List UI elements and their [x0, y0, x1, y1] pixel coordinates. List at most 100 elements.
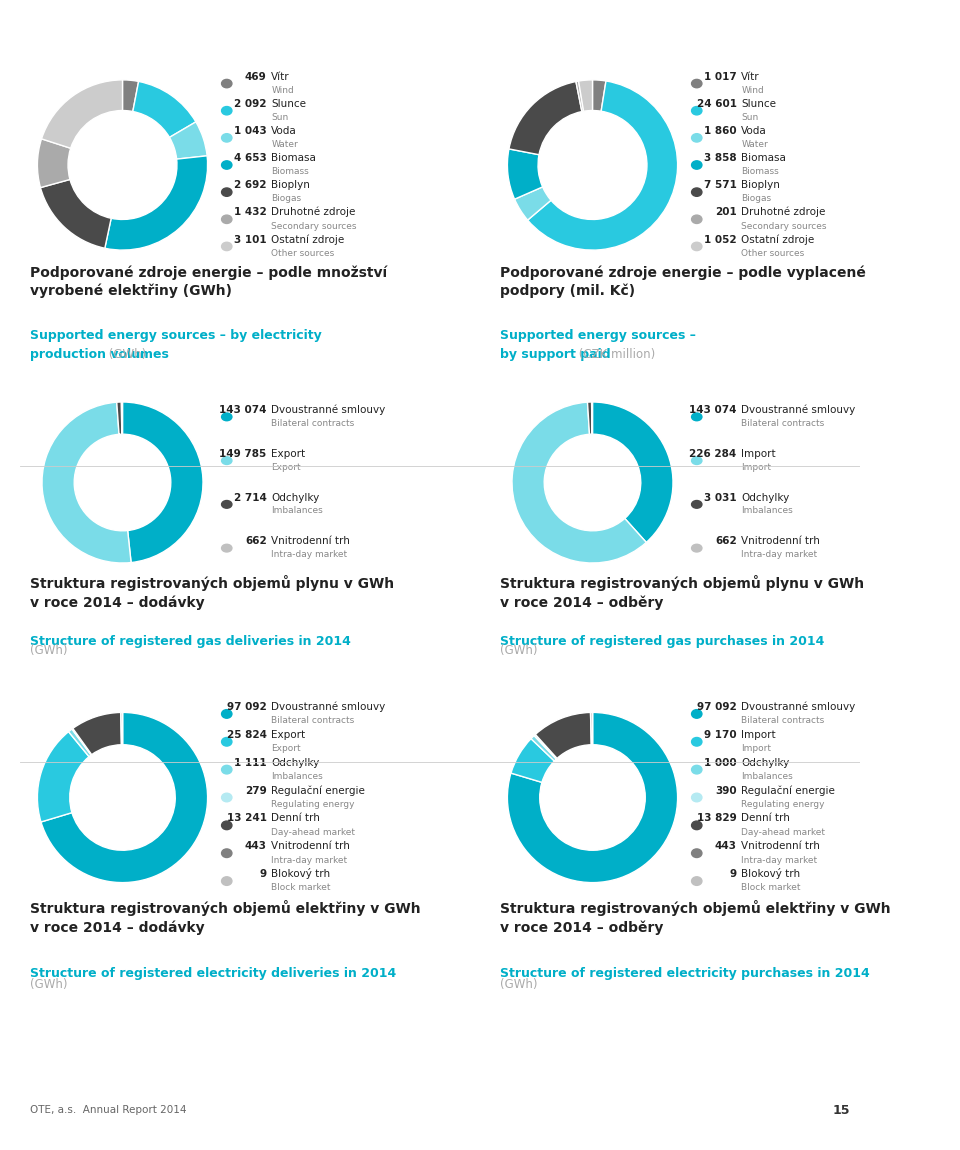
Circle shape — [691, 500, 702, 508]
Wedge shape — [512, 402, 646, 564]
Text: 1 043: 1 043 — [234, 126, 267, 136]
Text: Sun: Sun — [272, 113, 289, 122]
Text: Biomass: Biomass — [272, 167, 309, 176]
Wedge shape — [123, 79, 138, 112]
Text: 9: 9 — [259, 869, 267, 879]
Wedge shape — [170, 122, 207, 159]
Text: 1 000: 1 000 — [704, 758, 736, 768]
Text: 149 785: 149 785 — [220, 448, 267, 459]
Text: Struktura registrovaných objemů elektřiny v GWh
v roce 2014 – dodávky: Struktura registrovaných objemů elektřin… — [30, 900, 420, 935]
Text: Import: Import — [741, 462, 772, 471]
Text: Blokový trh: Blokový trh — [272, 868, 330, 879]
Text: 662: 662 — [715, 536, 736, 546]
Text: Intra-day market: Intra-day market — [741, 550, 818, 559]
Text: Ostatní zdroje: Ostatní zdroje — [272, 235, 345, 245]
Wedge shape — [132, 82, 196, 137]
Text: 662: 662 — [245, 536, 267, 546]
Circle shape — [222, 133, 232, 143]
Text: Block market: Block market — [272, 883, 331, 892]
Text: by support paid: by support paid — [500, 348, 611, 361]
Text: 9 170: 9 170 — [704, 730, 736, 739]
Text: 15: 15 — [832, 1104, 850, 1117]
Circle shape — [691, 133, 702, 143]
Wedge shape — [515, 187, 551, 220]
Wedge shape — [588, 402, 592, 435]
Circle shape — [222, 821, 232, 829]
Wedge shape — [531, 736, 556, 761]
Text: Biogas: Biogas — [272, 194, 301, 204]
Circle shape — [222, 766, 232, 774]
Wedge shape — [40, 179, 111, 248]
Wedge shape — [121, 712, 123, 745]
Text: Regulační energie: Regulační energie — [272, 785, 365, 796]
Text: 279: 279 — [245, 785, 267, 796]
Text: 3 101: 3 101 — [234, 235, 267, 245]
Text: Blokový trh: Blokový trh — [741, 868, 801, 879]
Text: (GWh): (GWh) — [30, 348, 146, 361]
Wedge shape — [73, 712, 121, 754]
Text: 469: 469 — [245, 71, 267, 82]
Wedge shape — [37, 731, 89, 822]
Text: Wind: Wind — [741, 86, 764, 94]
Text: Vnitrodenní trh: Vnitrodenní trh — [272, 536, 350, 546]
Text: 201: 201 — [715, 207, 736, 217]
Text: Block market: Block market — [741, 883, 801, 892]
Text: 2 092: 2 092 — [234, 99, 267, 109]
Text: Imbalances: Imbalances — [272, 506, 324, 515]
Text: 9: 9 — [730, 869, 736, 879]
Circle shape — [691, 161, 702, 169]
Wedge shape — [37, 139, 71, 187]
Text: Sun: Sun — [741, 113, 758, 122]
Circle shape — [222, 500, 232, 508]
Text: Imbalances: Imbalances — [741, 506, 793, 515]
Wedge shape — [42, 402, 132, 564]
Text: Podporované zdroje energie – podle množství
vyrobené elektřiny (GWh): Podporované zdroje energie – podle množs… — [30, 264, 387, 298]
Text: Water: Water — [272, 140, 299, 150]
Text: Vnitrodenní trh: Vnitrodenní trh — [272, 842, 350, 851]
Wedge shape — [121, 402, 123, 435]
Circle shape — [222, 876, 232, 886]
Text: Export: Export — [272, 744, 301, 753]
Circle shape — [691, 710, 702, 719]
Text: 443: 443 — [714, 842, 736, 851]
Text: Import: Import — [741, 744, 772, 753]
Text: Day-ahead market: Day-ahead market — [272, 828, 355, 837]
Text: Voda: Voda — [272, 126, 298, 136]
Text: Intra-day market: Intra-day market — [272, 550, 348, 559]
Text: Ostatní zdroje: Ostatní zdroje — [741, 235, 815, 245]
Text: Biomasa: Biomasa — [272, 153, 316, 163]
Circle shape — [222, 243, 232, 251]
Text: 1 432: 1 432 — [234, 207, 267, 217]
Circle shape — [691, 457, 702, 465]
Text: Struktura registrovaných objemů plynu v GWh
v roce 2014 – odběry: Struktura registrovaných objemů plynu v … — [500, 575, 864, 610]
Text: Struktura registrovaných objemů elektřiny v GWh
v roce 2014 – odběry: Struktura registrovaných objemů elektřin… — [500, 900, 891, 935]
Wedge shape — [511, 738, 554, 782]
Text: Dvoustranné smlouvy: Dvoustranné smlouvy — [741, 702, 855, 712]
Wedge shape — [117, 402, 122, 435]
Circle shape — [691, 766, 702, 774]
Text: Odchylky: Odchylky — [741, 492, 790, 503]
Wedge shape — [123, 402, 203, 562]
Text: Biomass: Biomass — [741, 167, 780, 176]
Text: Bioplyn: Bioplyn — [741, 181, 780, 190]
Text: 226 284: 226 284 — [689, 448, 736, 459]
Circle shape — [691, 413, 702, 421]
Circle shape — [222, 215, 232, 223]
Text: Bioplyn: Bioplyn — [272, 181, 310, 190]
Circle shape — [222, 413, 232, 421]
Circle shape — [222, 710, 232, 719]
Text: Biogas: Biogas — [741, 194, 772, 204]
Text: 2 692: 2 692 — [234, 181, 267, 190]
Text: Denní trh: Denní trh — [741, 813, 790, 823]
Text: 3 031: 3 031 — [704, 492, 736, 503]
Text: Intra-day market: Intra-day market — [272, 856, 348, 865]
Wedge shape — [508, 712, 678, 882]
Text: production volumes: production volumes — [30, 348, 169, 361]
Text: Dvoustranné smlouvy: Dvoustranné smlouvy — [272, 405, 386, 415]
Wedge shape — [592, 402, 673, 543]
Text: 13 241: 13 241 — [227, 813, 267, 823]
Text: 24 601: 24 601 — [697, 99, 736, 109]
Text: Druhotné zdroje: Druhotné zdroje — [272, 207, 356, 217]
Text: Water: Water — [741, 140, 768, 150]
Text: Regulating energy: Regulating energy — [272, 800, 355, 808]
